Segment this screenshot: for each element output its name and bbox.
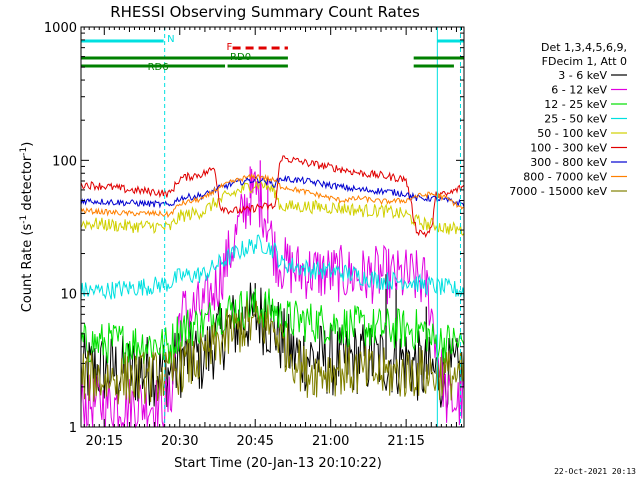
x-axis-label: Start Time (20-Jan-13 20:10:22) <box>174 456 382 471</box>
x-tick-label: 20:45 <box>236 434 273 449</box>
flag-label-f: F <box>227 42 233 53</box>
legend-entry-label: 12 - 25 keV <box>544 98 607 111</box>
flag-label-rd0: RD0 <box>230 52 251 63</box>
y-tick-label: 100 <box>52 154 77 169</box>
legend-header-decimation: FDecim 1, Att 0 <box>542 55 627 68</box>
legend-entry-label: 25 - 50 keV <box>544 113 607 126</box>
legend-entry-label: 800 - 7000 keV <box>523 171 607 184</box>
x-tick-label: 21:15 <box>387 434 424 449</box>
y-tick-label: 10 <box>60 288 77 303</box>
footer-date: 22-Oct-2021 20:13 <box>554 467 636 476</box>
legend-entry-label: 100 - 300 keV <box>530 142 607 155</box>
flag-label-n: N <box>167 34 174 45</box>
chart-title: RHESSI Observing Summary Count Rates <box>110 3 420 21</box>
plot-frame <box>80 26 465 428</box>
x-tick-label: 21:00 <box>312 434 349 449</box>
series-line-25-50-kev <box>80 234 465 300</box>
legend: Det 1,3,4,5,6,9, FDecim 1, Att 0 3 - 6 k… <box>509 41 627 198</box>
legend-entry-label: 300 - 800 keV <box>530 156 607 169</box>
y-axis-ticks: 1 10 100 1000 <box>44 21 464 436</box>
x-tick-label: 20:15 <box>86 434 123 449</box>
series-line-12-25-kev <box>80 288 465 365</box>
y-tick-label: 1 <box>69 421 77 436</box>
x-tick-label: 20:30 <box>161 434 198 449</box>
series-line-7000-15000-kev <box>80 299 465 405</box>
series-line-100-300-kev <box>80 155 465 238</box>
y-tick-label: 1000 <box>44 21 77 36</box>
series-line-300-800-kev <box>80 174 465 209</box>
series-layer <box>80 155 465 429</box>
series-line-3-6-kev <box>80 282 465 412</box>
legend-entry-label: 50 - 100 keV <box>537 127 607 140</box>
y-axis-label: Count Rate (s-1 detector-1) <box>19 142 35 313</box>
series-line-50-100-kev <box>80 178 465 236</box>
series-line-800-7000-kev <box>80 173 465 219</box>
legend-entry-label: 7000 - 15000 keV <box>509 185 607 198</box>
flag-label-rd6: RD6 <box>148 62 169 73</box>
legend-header-detectors: Det 1,3,4,5,6,9, <box>541 41 627 54</box>
x-axis-ticks: 20:15 20:30 20:45 21:00 21:15 <box>83 27 462 449</box>
legend-entry-label: 6 - 12 keV <box>551 84 607 97</box>
legend-entry-label: 3 - 6 keV <box>558 69 607 82</box>
series-line-6-12-kev <box>80 168 465 429</box>
